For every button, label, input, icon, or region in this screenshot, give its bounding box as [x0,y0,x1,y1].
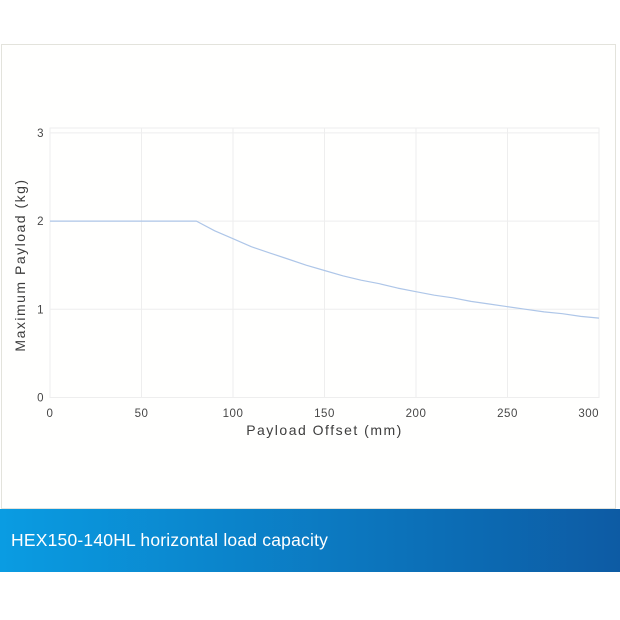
x-tick-label: 150 [314,408,335,420]
y-tick-label: 1 [37,304,44,316]
payload-capacity-chart: 0 50 100 150 200 250 300 0 1 2 3 Payload Offset (mm… [12,127,600,438]
y-tick-label: 2 [37,216,44,228]
y-tick-label: 0 [37,393,44,405]
x-tick-label: 100 [223,408,244,420]
x-axis-title: Payload Offset (mm) [246,422,403,438]
chart-panel [1,44,616,509]
plot-border [49,127,600,398]
x-tick-label: 0 [47,408,54,420]
x-tick-label: 250 [497,408,518,420]
x-tick-label: 200 [406,408,427,420]
x-tick-label: 50 [135,408,149,420]
x-tick-label: 300 [578,408,599,420]
caption-text: HEX150-140HL horizontal load capacity [11,530,329,550]
caption-bar: HEX150-140HL horizontal load capacity [0,509,620,572]
y-axis-title: Maximum Payload (kg) [12,178,28,351]
y-tick-label: 3 [37,128,44,140]
load-capacity-curve [50,220,600,319]
